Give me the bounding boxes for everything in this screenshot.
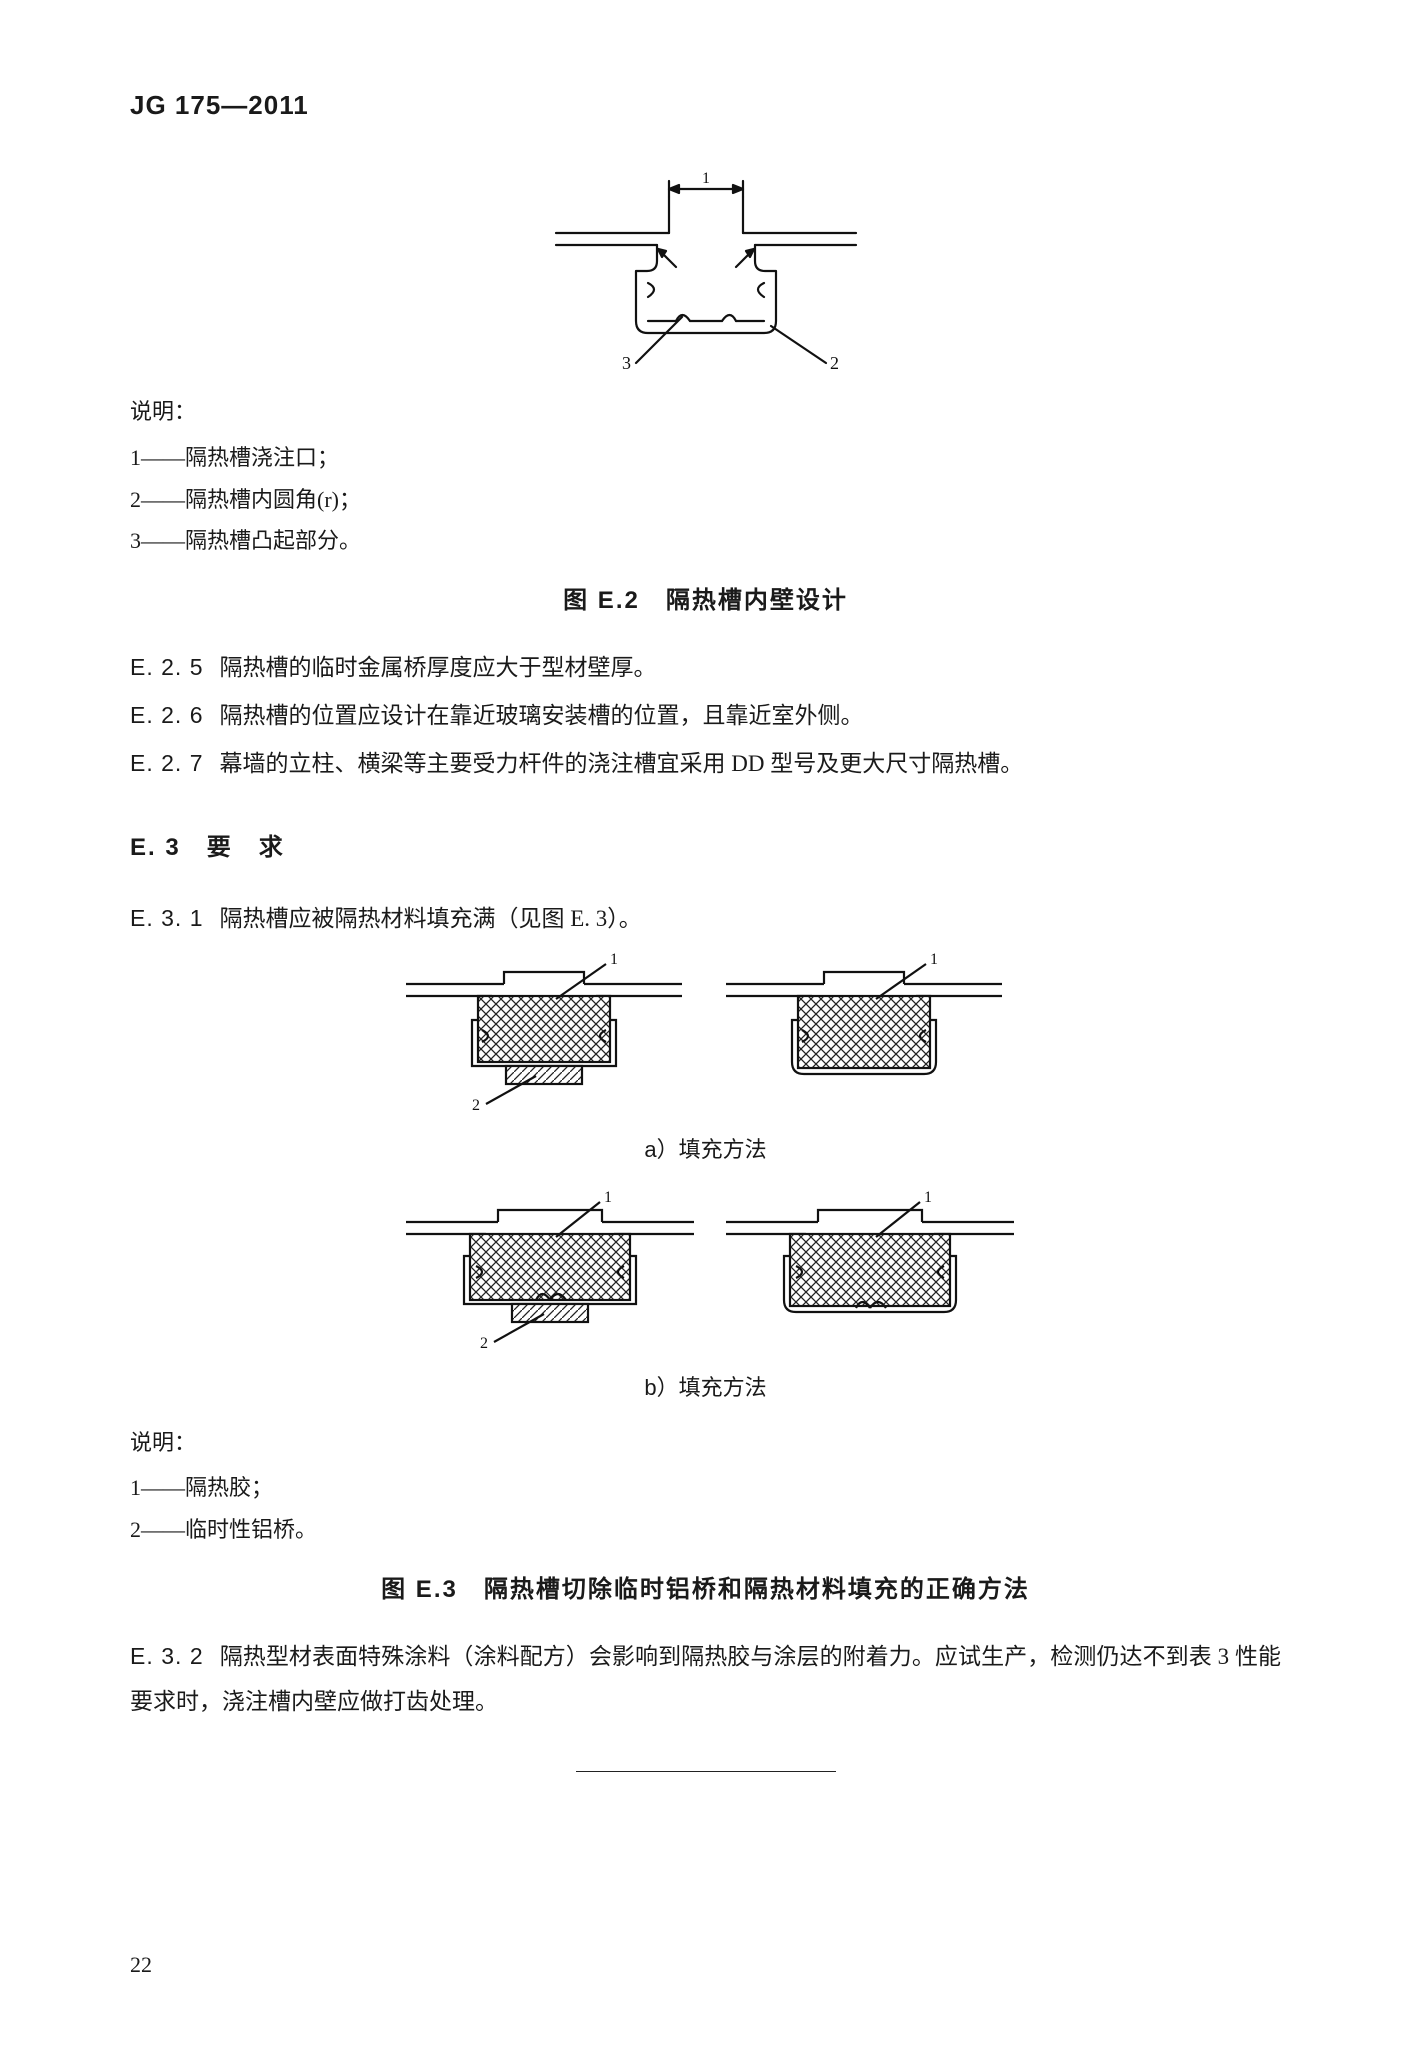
svg-text:2: 2 [830,353,839,371]
svg-text:2: 2 [480,1335,488,1352]
figure-e3-sub-a: a）填充方法 [130,1132,1281,1164]
svg-text:1: 1 [924,1189,932,1206]
figure-e3-legend: 说明： 1——隔热胶； 2——临时性铝桥。 [130,1422,1281,1551]
svg-text:3: 3 [622,353,631,371]
figure-e3-sub-b: b）填充方法 [130,1370,1281,1402]
figure-e3-caption: 图 E.3 隔热槽切除临时铝桥和隔热材料填充的正确方法 [130,1569,1281,1604]
clause-e25: E. 2. 5 隔热槽的临时金属桥厚度应大于型材壁厚。 [130,645,1281,691]
legend-title: 说明： [130,391,1281,433]
clause-e26: E. 2. 6 隔热槽的位置应设计在靠近玻璃安装槽的位置，且靠近室外侧。 [130,693,1281,739]
clause-text: 幕墙的立柱、横梁等主要受力杆件的浇注槽宜采用 DD 型号及更大尺寸隔热槽。 [219,751,1023,776]
clause-text: 隔热槽的临时金属桥厚度应大于型材壁厚。 [219,655,656,680]
section-e3-head: E. 3 要 求 [130,827,1281,862]
legend-item: 3——隔热槽凸起部分。 [130,520,1281,562]
legend-title: 说明： [130,1422,1281,1464]
figure-e2-caption: 图 E.2 隔热槽内壁设计 [130,580,1281,615]
figure-e3a-svg: 1 2 1 [386,944,1026,1114]
svg-text:1: 1 [930,951,938,968]
svg-text:1: 1 [604,1189,612,1206]
svg-text:1: 1 [702,171,710,187]
page-number: 22 [130,1952,152,1978]
figure-e2-svg: 1 [526,171,886,371]
figure-e3-b: 1 2 1 [130,1182,1281,1352]
page: JG 175—2011 1 [0,0,1401,2048]
figure-e3b-svg: 1 2 1 [386,1182,1026,1352]
clause-e31: E. 3. 1 隔热槽应被隔热材料填充满（见图 E. 3）。 [130,896,1281,942]
figure-e2-legend: 说明： 1——隔热槽浇注口； 2——隔热槽内圆角(r)； 3——隔热槽凸起部分。 [130,391,1281,562]
clause-num: E. 2. 5 [130,654,203,680]
svg-text:1: 1 [610,951,618,968]
svg-text:2: 2 [472,1097,480,1114]
clause-e27: E. 2. 7 幕墙的立柱、横梁等主要受力杆件的浇注槽宜采用 DD 型号及更大尺寸… [130,741,1281,787]
legend-item: 1——隔热槽浇注口； [130,437,1281,479]
clause-num: E. 2. 7 [130,750,203,776]
standard-code: JG 175—2011 [130,90,1281,121]
clause-num: E. 3. 2 [130,1643,204,1669]
legend-item: 2——临时性铝桥。 [130,1509,1281,1551]
section-end-rule [576,1771,836,1772]
figure-e3-a: 1 2 1 [130,944,1281,1114]
clause-text: 隔热槽应被隔热材料填充满（见图 E. 3）。 [219,906,641,931]
clause-num: E. 2. 6 [130,702,203,728]
clause-num: E. 3. 1 [130,905,203,931]
figure-e2: 1 [130,171,1281,371]
legend-item: 2——隔热槽内圆角(r)； [130,479,1281,521]
clause-text: 隔热槽的位置应设计在靠近玻璃安装槽的位置，且靠近室外侧。 [219,703,863,728]
legend-item: 1——隔热胶； [130,1467,1281,1509]
clause-text: 隔热型材表面特殊涂料（涂料配方）会影响到隔热胶与涂层的附着力。应试生产，检测仍达… [130,1644,1281,1714]
clause-e32: E. 3. 2隔热型材表面特殊涂料（涂料配方）会影响到隔热胶与涂层的附着力。应试… [130,1634,1281,1725]
